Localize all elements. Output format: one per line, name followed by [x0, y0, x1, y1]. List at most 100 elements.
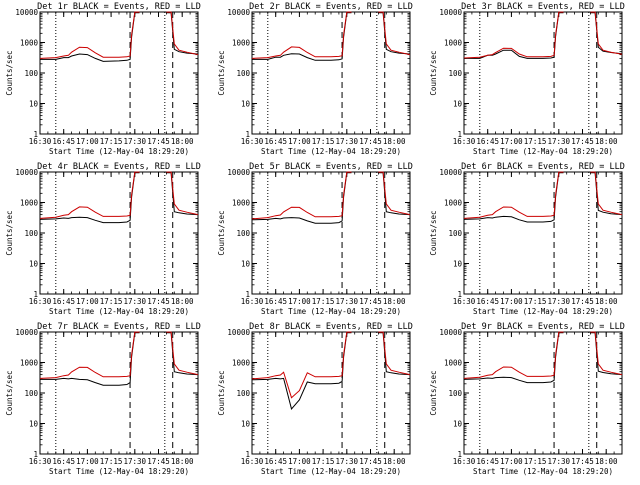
x-axis-label: Start Time (12-May-04 18:29:20)	[473, 467, 613, 476]
chart-title: Det 8r BLACK = Events, RED = LLD	[249, 322, 413, 332]
plot-frame	[39, 331, 199, 455]
y-tick-label: 1000	[20, 199, 39, 208]
x-tick-label: 17:00	[500, 457, 523, 466]
y-tick-label: 10	[29, 420, 39, 429]
x-tick-label: 17:15	[100, 457, 123, 466]
x-tick-label: 17:15	[312, 457, 335, 466]
lld-series-line	[166, 171, 199, 216]
y-tick-label: 10000	[15, 328, 38, 337]
y-tick-label: 1	[33, 130, 38, 139]
x-tick-label: 17:45	[571, 457, 594, 466]
x-tick-label: 17:45	[147, 457, 170, 466]
events-series-line	[464, 12, 564, 59]
x-tick-label: 17:15	[524, 297, 547, 306]
events-series-line	[40, 12, 140, 62]
y-tick-label: 10000	[439, 168, 462, 177]
chart-title: Det 4r BLACK = Events, RED = LLD	[37, 162, 201, 172]
plot-frame	[39, 11, 199, 135]
events-series-line	[463, 332, 564, 384]
x-tick-label: 16:45	[52, 297, 75, 306]
events-series-line	[463, 172, 564, 223]
lld-series-line	[590, 171, 623, 216]
lld-series-line	[378, 171, 411, 216]
chart-title: Det 3r BLACK = Events, RED = LLD	[461, 2, 625, 12]
y-tick-label: 10000	[227, 8, 250, 17]
x-tick-label: 17:00	[288, 457, 311, 466]
chart-title: Det 7r BLACK = Events, RED = LLD	[37, 322, 201, 332]
y-tick-label: 100	[24, 229, 38, 238]
chart-title: Det 9r BLACK = Events, RED = LLD	[461, 322, 625, 332]
x-tick-label: 17:00	[288, 137, 311, 146]
events-series-line	[378, 332, 411, 376]
x-tick-label: 16:45	[52, 137, 75, 146]
y-tick-label: 10000	[15, 8, 38, 17]
lld-series-line	[166, 331, 199, 376]
x-tick-label: 18:00	[171, 137, 194, 146]
x-tick-label: 17:15	[524, 137, 547, 146]
y-tick-label: 1000	[232, 359, 251, 368]
y-tick-label: 1000	[444, 199, 463, 208]
x-tick-label: 17:45	[359, 137, 382, 146]
x-tick-label: 16:45	[264, 297, 287, 306]
y-tick-label: 1	[33, 450, 38, 459]
x-tick-label: 18:00	[595, 457, 618, 466]
x-tick-label: 17:00	[500, 297, 523, 306]
y-tick-label: 1000	[232, 199, 251, 208]
y-tick-label: 100	[448, 389, 462, 398]
y-tick-label: 1	[33, 290, 38, 299]
chart-panel-7: Det 7r BLACK = Events, RED = LLD 1 10 100 10…	[5, 322, 201, 476]
y-tick-label: 1000	[444, 359, 463, 368]
chart-panel-2: Det 2r BLACK = Events, RED = LLD 1 10 100 10…	[217, 2, 413, 156]
x-tick-label: 16:45	[264, 137, 287, 146]
x-tick-label: 16:30	[453, 297, 476, 306]
chart-panel-8: Det 8r BLACK = Events, RED = LLD 1 10 100 10…	[217, 322, 413, 476]
x-tick-label: 17:15	[312, 137, 335, 146]
x-tick-label: 17:15	[312, 297, 335, 306]
x-tick-label: 18:00	[171, 297, 194, 306]
x-axis-label: Start Time (12-May-04 18:29:20)	[473, 307, 613, 316]
chart-panel-1: Det 1r BLACK = Events, RED = LLD 1 10 100 10…	[5, 2, 201, 156]
chart-panel-4: Det 4r BLACK = Events, RED = LLD 1 10 100 10…	[5, 162, 201, 316]
x-tick-label: 18:00	[383, 297, 406, 306]
x-tick-label: 17:15	[100, 137, 123, 146]
y-axis-label: Counts/sec	[429, 210, 438, 255]
lld-series-line	[39, 11, 140, 59]
x-tick-label: 17:45	[359, 457, 382, 466]
y-tick-label: 100	[24, 69, 38, 78]
y-axis-label: Counts/sec	[217, 210, 226, 255]
y-tick-label: 10	[29, 260, 39, 269]
x-tick-label: 16:30	[29, 457, 52, 466]
lld-series-line	[251, 331, 352, 399]
x-axis-label: Start Time (12-May-04 18:29:20)	[49, 147, 189, 156]
x-tick-label: 16:45	[476, 137, 499, 146]
lld-series-line	[378, 11, 411, 56]
y-tick-label: 10000	[227, 168, 250, 177]
x-tick-label: 17:00	[76, 457, 99, 466]
y-tick-label: 100	[236, 389, 250, 398]
x-tick-label: 17:30	[124, 137, 147, 146]
x-tick-label: 17:30	[336, 297, 359, 306]
x-tick-label: 18:00	[383, 457, 406, 466]
x-tick-label: 16:30	[241, 457, 264, 466]
y-tick-label: 10	[241, 100, 251, 109]
x-tick-label: 17:30	[548, 297, 571, 306]
y-tick-label: 1	[457, 130, 462, 139]
lld-series-line	[590, 11, 623, 55]
y-tick-label: 1	[457, 450, 462, 459]
events-series-line	[590, 332, 623, 376]
events-series-line	[39, 172, 140, 224]
y-axis-label: Counts/sec	[5, 50, 14, 95]
x-tick-label: 17:00	[76, 137, 99, 146]
y-tick-label: 10	[453, 260, 463, 269]
y-tick-label: 1000	[20, 39, 39, 48]
x-tick-label: 16:30	[241, 297, 264, 306]
x-tick-label: 16:30	[29, 297, 52, 306]
y-tick-label: 100	[236, 69, 250, 78]
x-tick-label: 17:45	[571, 137, 594, 146]
chart-title: Det 2r BLACK = Events, RED = LLD	[249, 2, 413, 12]
plot-frame	[463, 171, 623, 295]
chart-title: Det 6r BLACK = Events, RED = LLD	[461, 162, 625, 172]
y-tick-label: 100	[448, 69, 462, 78]
events-series-line	[166, 332, 199, 376]
